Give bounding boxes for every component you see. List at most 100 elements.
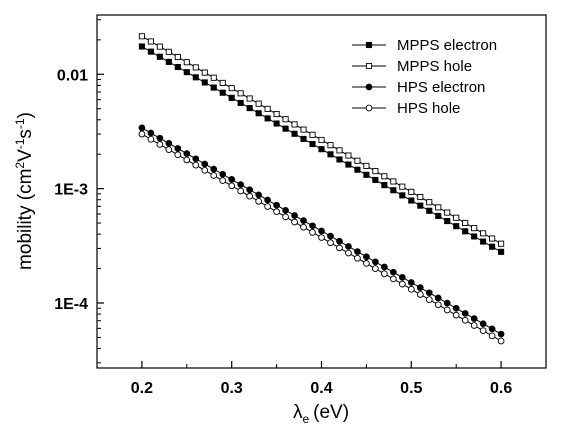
data-point <box>184 70 189 75</box>
data-point <box>247 193 253 199</box>
data-point <box>139 34 144 39</box>
legend-marker <box>366 63 371 68</box>
data-point <box>417 285 423 291</box>
data-point <box>444 300 450 306</box>
data-point <box>283 214 289 220</box>
x-axis-label: λe(eV) <box>293 402 349 426</box>
data-point <box>453 312 459 318</box>
plot-frame <box>97 15 546 368</box>
data-point <box>301 127 306 132</box>
data-point <box>229 86 234 91</box>
series-mpps-electron <box>139 44 503 255</box>
data-point <box>238 100 243 105</box>
data-point <box>364 261 370 267</box>
data-point <box>301 224 307 230</box>
data-point <box>139 44 144 49</box>
x-tick-label: 0.2 <box>131 380 153 397</box>
data-point <box>364 172 369 177</box>
data-point <box>184 157 190 163</box>
data-point <box>364 163 369 168</box>
x-tick-label: 0.3 <box>221 380 243 397</box>
data-point <box>346 153 351 158</box>
legend: MPPS electronMPPS holeHPS electronHPS ho… <box>352 37 497 117</box>
data-point <box>229 183 235 189</box>
data-point <box>436 205 441 210</box>
data-point <box>409 198 414 203</box>
data-point <box>444 307 450 313</box>
data-point <box>310 132 315 137</box>
data-point <box>418 203 423 208</box>
data-point <box>139 125 145 131</box>
data-point <box>445 218 450 223</box>
y-axis-label-part: ) <box>15 112 36 118</box>
data-point <box>408 280 414 286</box>
data-point <box>337 245 343 251</box>
series-hps-hole <box>139 131 504 344</box>
legend-item: HPS electron <box>352 79 485 96</box>
data-point <box>373 168 378 173</box>
data-point <box>382 174 387 179</box>
legend-label: HPS electron <box>397 79 485 96</box>
data-point <box>220 90 225 95</box>
legend-label: MPPS electron <box>397 37 497 54</box>
data-point <box>481 231 486 236</box>
data-point <box>310 223 316 229</box>
data-point <box>337 148 342 153</box>
data-point <box>238 91 243 96</box>
data-point <box>319 137 324 142</box>
data-point <box>265 204 271 210</box>
data-point <box>435 295 441 301</box>
data-point <box>283 126 288 131</box>
y-tick-label: 0.01 <box>57 67 88 84</box>
data-point <box>372 266 378 272</box>
data-point <box>463 229 468 234</box>
data-point <box>166 49 171 54</box>
data-point <box>139 131 145 137</box>
data-point <box>489 333 495 339</box>
data-point <box>364 254 370 260</box>
data-point <box>471 323 477 329</box>
data-point <box>328 233 334 239</box>
y-axis-label-part: V <box>15 149 36 162</box>
data-point <box>193 156 199 162</box>
data-point <box>381 264 387 270</box>
data-point <box>498 338 504 344</box>
series-hps-electron <box>139 125 504 337</box>
data-point <box>391 179 396 184</box>
data-point <box>319 147 324 152</box>
data-point <box>274 111 279 116</box>
data-point <box>166 59 171 64</box>
data-point <box>292 213 298 219</box>
data-point <box>426 297 432 303</box>
data-point <box>292 219 298 225</box>
data-point <box>471 316 477 322</box>
y-axis-label-sup: -1 <box>13 138 27 149</box>
data-point <box>193 162 199 168</box>
data-point <box>238 182 244 188</box>
data-point <box>310 141 315 146</box>
data-point <box>166 140 172 146</box>
data-point <box>256 111 261 116</box>
data-point <box>337 157 342 162</box>
data-point <box>301 136 306 141</box>
data-point <box>427 208 432 213</box>
data-point <box>301 218 307 224</box>
y-axis-label-part: mobility (cm <box>15 169 36 270</box>
data-point <box>462 317 468 323</box>
data-point <box>355 255 361 261</box>
data-point <box>148 39 153 44</box>
data-point <box>400 193 405 198</box>
data-point <box>346 244 352 250</box>
data-point <box>463 220 468 225</box>
x-axis: 0.20.30.40.50.6 <box>97 361 546 397</box>
data-point <box>148 136 154 142</box>
data-point <box>462 311 468 317</box>
data-point <box>229 95 234 100</box>
data-point <box>247 187 253 193</box>
data-point <box>445 210 450 215</box>
data-point <box>175 54 180 59</box>
legend-label: HPS hole <box>397 100 460 117</box>
data-point <box>355 158 360 163</box>
data-point <box>211 75 216 80</box>
data-point <box>390 269 396 275</box>
